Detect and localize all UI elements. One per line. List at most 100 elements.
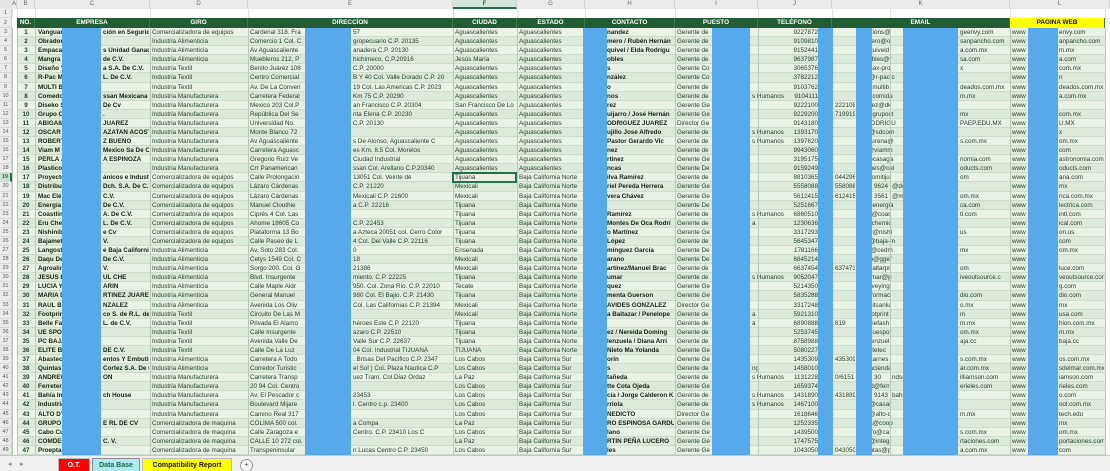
cell-ciudad[interactable]: Ensenada <box>455 247 484 255</box>
cell-ciudad[interactable]: La Paz <box>455 374 475 382</box>
cell-puesto[interactable]: Gerente Ge <box>677 346 710 354</box>
cell-direccion[interactable]: Crr Panamerican <box>250 165 298 173</box>
row-header-41[interactable]: 41 <box>0 373 12 383</box>
cell-web[interactable]: www <box>1012 65 1026 73</box>
sheet-tab-compatibility-report[interactable]: Compatibility Report <box>142 458 232 471</box>
cell-direccion[interactable]: Carretera Federal <box>250 92 300 100</box>
cell-direccion[interactable]: Benito Juárez 108 <box>250 65 301 73</box>
row-header-29[interactable]: 29 <box>0 264 12 274</box>
cell-direccion2[interactable]: 04 Col. Industrial TIJUANA <box>353 346 429 354</box>
cell-web2[interactable]: ana.com <box>1059 174 1084 182</box>
cell-web2[interactable]: rica.com.mx <box>1059 192 1093 200</box>
row-header-5[interactable]: 5 <box>0 46 12 56</box>
cell-giro[interactable]: Industria Alimenticia <box>152 274 208 282</box>
row-header-14[interactable]: 14 <box>0 127 12 137</box>
cell-giro[interactable]: Industria Alimenticia <box>152 256 208 264</box>
cell-web[interactable]: www <box>1012 183 1026 191</box>
cell-web[interactable]: www <box>1012 74 1026 82</box>
cell-email[interactable]: footprint <box>866 310 889 318</box>
cell-estado[interactable]: Baja California Norte <box>519 192 578 200</box>
cell-email2[interactable]: x <box>960 65 964 73</box>
cell-email[interactable]: @comida <box>866 92 893 100</box>
column-letter-B[interactable]: B <box>17 0 35 9</box>
cell-web[interactable]: www <box>1012 365 1026 373</box>
cell-tel[interactable]: 9229200 <box>793 110 818 118</box>
cell-web2[interactable]: baja.cc <box>1059 337 1079 345</box>
cell-direccion2[interactable]: 0 <box>353 247 357 255</box>
cell-giro[interactable]: Industria Manufacturera <box>152 110 219 118</box>
cell-tel2[interactable]: 719919 <box>835 110 855 118</box>
cell-puesto2[interactable]: s Humanos <box>752 274 784 282</box>
cell-web[interactable]: www <box>1012 47 1026 55</box>
cell-estado[interactable]: Aguascalientes <box>519 119 562 127</box>
cell-direccion[interactable]: Circuito De Las M <box>250 310 301 318</box>
cell-email[interactable]: rrd@ferr <box>866 383 890 391</box>
cell-giro[interactable]: Industria Manufacturera <box>152 147 219 155</box>
cell-direccion[interactable]: Av. Soto 283 Col. <box>250 247 299 255</box>
cell-giro[interactable]: Industria Textil <box>152 65 193 73</box>
cell-email[interactable]: squiveld <box>866 47 890 55</box>
cell-tel2[interactable]: 043050 <box>835 446 855 454</box>
cell-puesto[interactable]: Gerente de <box>677 310 709 318</box>
table-row[interactable] <box>17 382 1105 392</box>
cell-web2[interactable]: g.com <box>1059 283 1077 291</box>
cell-email2[interactable]: nomia.com <box>960 156 991 164</box>
cell-giro[interactable]: Industria Manufacturera <box>152 156 219 164</box>
cell-empresa[interactable]: Daqu De <box>38 256 64 264</box>
cell-giro[interactable]: Industria Textil <box>152 346 193 354</box>
cell-web2[interactable]: oducts.com <box>1059 165 1092 173</box>
cell-empresa2[interactable]: AZATAN ACOSTA <box>103 128 149 136</box>
column-letter-G[interactable]: G <box>517 0 585 9</box>
cell-giro[interactable]: Industria Manufacturera <box>152 374 219 382</box>
cell-contacto[interactable]: Nieto Ma Yolanda <box>607 346 659 354</box>
cell-empresa[interactable]: Quintas <box>38 365 62 373</box>
cell-tel[interactable]: 5214350 <box>793 283 818 291</box>
row-header-2[interactable]: 2 <box>0 18 12 28</box>
cell-contacto[interactable]: NEDICTO <box>607 410 636 418</box>
cell-puesto[interactable]: Gerente de <box>677 83 709 91</box>
cell-tel[interactable]: 6890888 <box>793 319 818 327</box>
cell-email2[interactable]: sanpancho.com <box>960 38 1005 46</box>
table-row[interactable] <box>17 264 1105 274</box>
cell-web2[interactable]: envy.com <box>1059 29 1086 36</box>
cell-giro[interactable]: Industria Manufacturera <box>152 165 219 173</box>
cell-puesto[interactable]: Gerente de <box>677 29 709 36</box>
cell-direccion2[interactable]: B Y 40 Col. Valle Dorado C.P. 20 <box>353 74 445 82</box>
column-letter-J[interactable]: J <box>758 0 832 9</box>
cell-web[interactable]: www <box>1012 292 1026 300</box>
row-header-9[interactable]: 9 <box>0 82 12 92</box>
cell-empresa2[interactable]: A. De C.V. <box>103 210 133 218</box>
cell-empresa[interactable]: Plasticos <box>38 165 66 173</box>
row-header-49[interactable]: 49 <box>0 445 12 455</box>
cell-empresa2[interactable]: e Baja California <box>103 247 149 255</box>
cell-no[interactable]: 27 <box>22 265 30 273</box>
cell-email2[interactable]: m <box>960 310 966 318</box>
cell-web[interactable]: www <box>1012 192 1026 200</box>
cell-giro[interactable]: Comercializadora de equipos <box>152 192 234 200</box>
table-row[interactable] <box>17 436 1105 446</box>
cell-no[interactable]: 45 <box>22 428 30 436</box>
cell-puesto[interactable]: Gerente De <box>677 201 710 209</box>
table-row[interactable] <box>17 64 1105 74</box>
cell-empresa[interactable]: ELITE BY <box>38 346 67 354</box>
cell-puesto[interactable]: Gerente de <box>677 401 709 409</box>
cell-direccion[interactable]: CALLE 10 272 col. <box>250 437 303 445</box>
cell-no[interactable]: 36 <box>22 346 30 354</box>
cell-web[interactable]: www <box>1012 383 1026 391</box>
table-row[interactable] <box>17 355 1105 365</box>
cell-contacto[interactable]: rtinez <box>607 156 624 164</box>
cell-empresa[interactable]: LUCIA YF <box>38 283 67 291</box>
cell-no[interactable]: 41 <box>22 392 30 400</box>
cell-email2[interactable]: erieles.com <box>960 383 993 391</box>
cell-email[interactable]: @grupoct <box>866 110 894 118</box>
cell-tel[interactable]: 1131228 <box>793 374 818 382</box>
cell-email[interactable]: t@viamm <box>866 147 893 155</box>
cell-email2[interactable]: mx <box>960 110 969 118</box>
cell-empresa[interactable]: ABIGAIL <box>38 119 64 127</box>
cell-ciudad[interactable]: Los Cabos <box>455 365 486 373</box>
cell-direccion[interactable]: Carretera Transp <box>250 374 298 382</box>
cell-email[interactable]: erez@dk <box>866 101 892 109</box>
cell-puesto[interactable]: Gerente De <box>677 247 710 255</box>
cell-tel[interactable]: 5080227 <box>793 346 818 354</box>
cell-direccion[interactable]: Av Aguascaliente <box>250 138 299 146</box>
